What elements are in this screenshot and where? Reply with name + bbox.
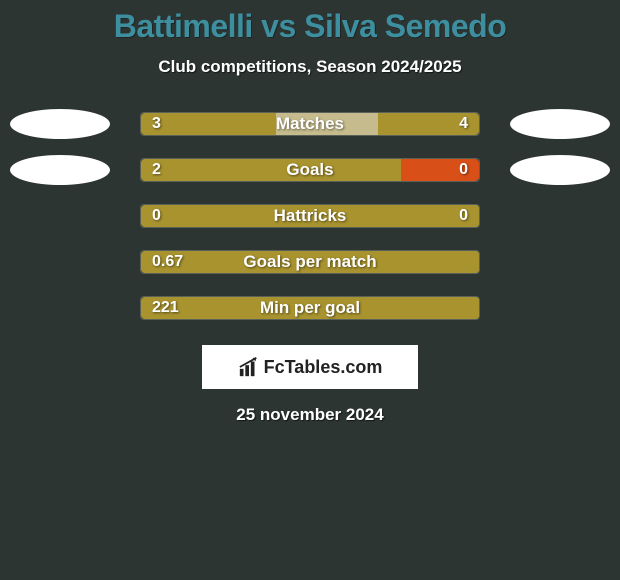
stat-row: Matches3 4 bbox=[0, 101, 620, 147]
stat-label: Hattricks bbox=[140, 204, 480, 228]
stat-bar: Hattricks0 0 bbox=[140, 204, 480, 228]
stat-bar: Min per goal221 bbox=[140, 296, 480, 320]
stat-row: Goals2 0 bbox=[0, 147, 620, 193]
page-title: Battimelli vs Silva Semedo bbox=[0, 8, 620, 45]
stat-value-right: 0 bbox=[459, 204, 468, 228]
comparison-card: Battimelli vs Silva Semedo Club competit… bbox=[0, 0, 620, 425]
page-subtitle: Club competitions, Season 2024/2025 bbox=[0, 57, 620, 77]
stat-label: Goals bbox=[140, 158, 480, 182]
stat-row: Min per goal221 bbox=[0, 285, 620, 331]
stat-value-right: 0 bbox=[459, 158, 468, 182]
stat-row: Goals per match0.67 bbox=[0, 239, 620, 285]
stat-value-left: 221 bbox=[152, 296, 179, 320]
player-left-marker bbox=[10, 155, 110, 185]
stat-bar: Goals2 0 bbox=[140, 158, 480, 182]
stat-bar: Matches3 4 bbox=[140, 112, 480, 136]
stat-label: Min per goal bbox=[140, 296, 480, 320]
player-right-marker bbox=[510, 155, 610, 185]
player-right-marker bbox=[510, 109, 610, 139]
date-label: 25 november 2024 bbox=[0, 405, 620, 425]
logo-text: FcTables.com bbox=[238, 356, 383, 378]
stats-rows: Matches34Goals20Hattricks00Goals per mat… bbox=[0, 101, 620, 331]
logo-label: FcTables.com bbox=[264, 357, 383, 378]
source-logo: FcTables.com bbox=[202, 345, 418, 389]
stat-label: Matches bbox=[140, 112, 480, 136]
stat-row: Hattricks0 0 bbox=[0, 193, 620, 239]
stat-value-left: 3 bbox=[152, 112, 161, 136]
stat-value-left: 0.67 bbox=[152, 250, 183, 274]
bars-icon bbox=[238, 356, 260, 378]
stat-bar: Goals per match0.67 bbox=[140, 250, 480, 274]
stat-value-left: 0 bbox=[152, 204, 161, 228]
player-left-marker bbox=[10, 109, 110, 139]
stat-value-left: 2 bbox=[152, 158, 161, 182]
stat-label: Goals per match bbox=[140, 250, 480, 274]
stat-value-right: 4 bbox=[459, 112, 468, 136]
